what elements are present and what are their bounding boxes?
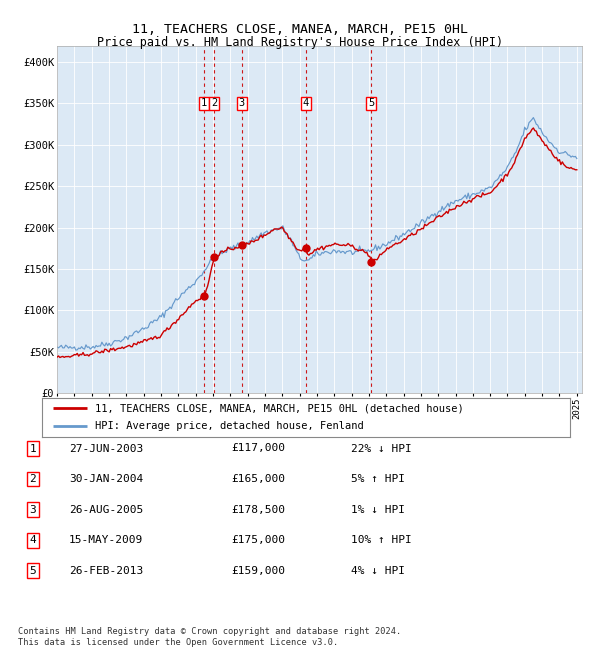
Text: 15-MAY-2009: 15-MAY-2009 bbox=[69, 535, 143, 545]
Text: 10% ↑ HPI: 10% ↑ HPI bbox=[351, 535, 412, 545]
Text: 4: 4 bbox=[303, 98, 309, 109]
Text: £175,000: £175,000 bbox=[231, 535, 285, 545]
Text: £159,000: £159,000 bbox=[231, 566, 285, 576]
Text: 5% ↑ HPI: 5% ↑ HPI bbox=[351, 474, 405, 484]
Text: 1: 1 bbox=[201, 98, 207, 109]
Text: 3: 3 bbox=[238, 98, 245, 109]
Text: 30-JAN-2004: 30-JAN-2004 bbox=[69, 474, 143, 484]
Text: 26-FEB-2013: 26-FEB-2013 bbox=[69, 566, 143, 576]
Text: This data is licensed under the Open Government Licence v3.0.: This data is licensed under the Open Gov… bbox=[18, 638, 338, 647]
Text: Contains HM Land Registry data © Crown copyright and database right 2024.: Contains HM Land Registry data © Crown c… bbox=[18, 627, 401, 636]
Text: Price paid vs. HM Land Registry's House Price Index (HPI): Price paid vs. HM Land Registry's House … bbox=[97, 36, 503, 49]
Text: 27-JUN-2003: 27-JUN-2003 bbox=[69, 443, 143, 454]
Text: 1: 1 bbox=[29, 443, 37, 454]
Text: 11, TEACHERS CLOSE, MANEA, MARCH, PE15 0HL: 11, TEACHERS CLOSE, MANEA, MARCH, PE15 0… bbox=[132, 23, 468, 36]
Text: 3: 3 bbox=[29, 504, 37, 515]
Text: 4: 4 bbox=[29, 535, 37, 545]
Text: HPI: Average price, detached house, Fenland: HPI: Average price, detached house, Fenl… bbox=[95, 421, 364, 431]
Text: 26-AUG-2005: 26-AUG-2005 bbox=[69, 504, 143, 515]
Text: 2: 2 bbox=[29, 474, 37, 484]
Text: 5: 5 bbox=[368, 98, 374, 109]
Text: £178,500: £178,500 bbox=[231, 504, 285, 515]
Text: 1% ↓ HPI: 1% ↓ HPI bbox=[351, 504, 405, 515]
Text: 5: 5 bbox=[29, 566, 37, 576]
Text: 2: 2 bbox=[211, 98, 217, 109]
Text: 22% ↓ HPI: 22% ↓ HPI bbox=[351, 443, 412, 454]
Text: £117,000: £117,000 bbox=[231, 443, 285, 454]
Text: 11, TEACHERS CLOSE, MANEA, MARCH, PE15 0HL (detached house): 11, TEACHERS CLOSE, MANEA, MARCH, PE15 0… bbox=[95, 404, 464, 413]
Text: 4% ↓ HPI: 4% ↓ HPI bbox=[351, 566, 405, 576]
Text: £165,000: £165,000 bbox=[231, 474, 285, 484]
